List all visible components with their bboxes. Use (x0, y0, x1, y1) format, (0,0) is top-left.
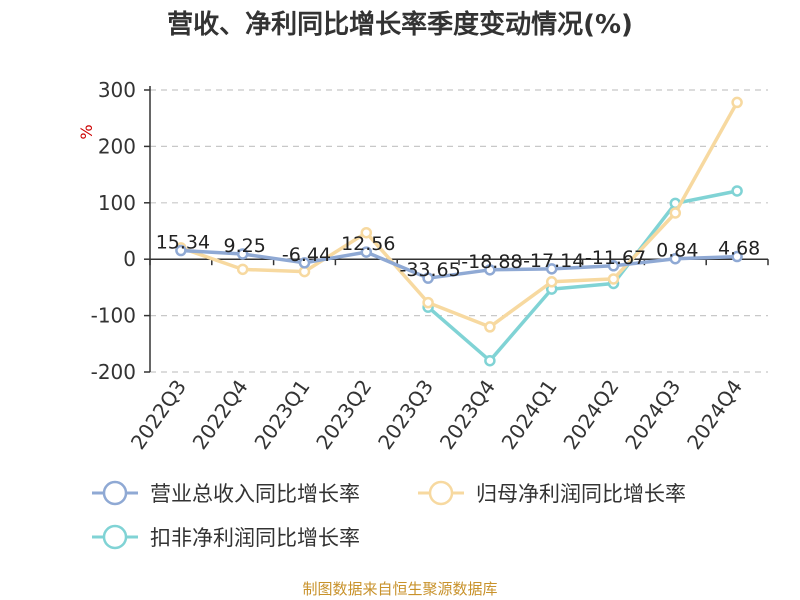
y-tick-label: 200 (98, 134, 136, 158)
source-note: 制图数据来自恒生聚源数据库 (302, 580, 497, 598)
data-label: -18.88 (461, 251, 522, 273)
y-tick-label: 300 (98, 78, 136, 102)
data-label: -17.14 (523, 250, 584, 272)
data-labels: 15.34 9.25 -6.44 12.56-33.65 -18.88 -17.14 -11… (156, 232, 761, 282)
data-label: 15.34 (156, 232, 210, 254)
y-tick-label: 0 (123, 247, 136, 271)
legend-label-1: 营业总收入同比增长率 (150, 482, 360, 506)
series-point-2 (236, 263, 249, 276)
series-point-1 (175, 244, 187, 257)
x-tick-label: 2023Q4 (435, 375, 500, 454)
series-lines (175, 96, 743, 367)
data-label: -33.65 (399, 259, 460, 281)
series-point-1 (545, 263, 558, 275)
series-point-2 (360, 226, 373, 239)
legend-marker-2 (428, 480, 454, 506)
x-tick-label: 2022Q3 (126, 375, 191, 454)
legend-label-3: 扣非净利润同比增长率 (150, 526, 360, 550)
gridlines (150, 89, 768, 373)
y-tick-label: -100 (91, 304, 136, 328)
series-point-1 (484, 264, 496, 276)
series-point-1 (236, 248, 249, 260)
series-point-1 (731, 250, 743, 263)
x-axis-ticks: 2022Q32022Q42023Q12023Q22023Q32023Q42024… (126, 259, 769, 454)
axes (149, 86, 768, 372)
data-label: -6.44 (282, 244, 331, 266)
series-point-1 (669, 252, 682, 265)
series-point-2 (607, 273, 620, 285)
series-point-2 (669, 207, 682, 219)
series-point-1 (360, 246, 373, 258)
x-tick-label: 2023Q3 (373, 375, 438, 454)
series-point-2 (731, 96, 743, 109)
series-line-1 (179, 248, 739, 280)
data-label: 9.25 (224, 235, 266, 257)
x-tick-label: 2023Q2 (311, 375, 376, 454)
chart-title: 营收、净利同比增长率季度变动情况(%) (167, 9, 633, 40)
legend-label-2: 归母净利润同比增长率 (476, 482, 686, 506)
series-point-2 (484, 321, 496, 333)
series-line-2 (179, 100, 739, 329)
data-label: 0.84 (656, 240, 698, 262)
legend-marker-3 (102, 524, 128, 550)
y-tick-label: -200 (91, 360, 136, 384)
series-point-3 (484, 354, 496, 367)
x-tick-label: 2022Q4 (188, 375, 253, 454)
data-label: 12.56 (341, 233, 395, 255)
series-point-3 (731, 185, 743, 197)
series-line-3 (426, 189, 739, 363)
series-point-2 (422, 296, 434, 309)
series-point-1 (298, 257, 311, 269)
data-label: -11.67 (585, 247, 646, 269)
x-tick-label: 2023Q1 (249, 375, 314, 454)
series-point-2 (545, 276, 558, 288)
data-label: 4.68 (718, 238, 760, 260)
x-tick-label: 2024Q4 (682, 375, 747, 454)
series-point-1 (607, 260, 620, 272)
y-tick-label: 100 (98, 191, 136, 215)
y-axis-ticks: 300 200 100 0 -100 -200 (91, 78, 150, 384)
legend-marker-1 (102, 480, 128, 506)
series-point-1 (422, 272, 434, 284)
x-tick-label: 2024Q1 (497, 375, 562, 454)
x-tick-label: 2024Q2 (558, 375, 623, 454)
x-tick-label: 2024Q3 (620, 375, 685, 454)
y-axis-unit-label: % (77, 124, 96, 139)
